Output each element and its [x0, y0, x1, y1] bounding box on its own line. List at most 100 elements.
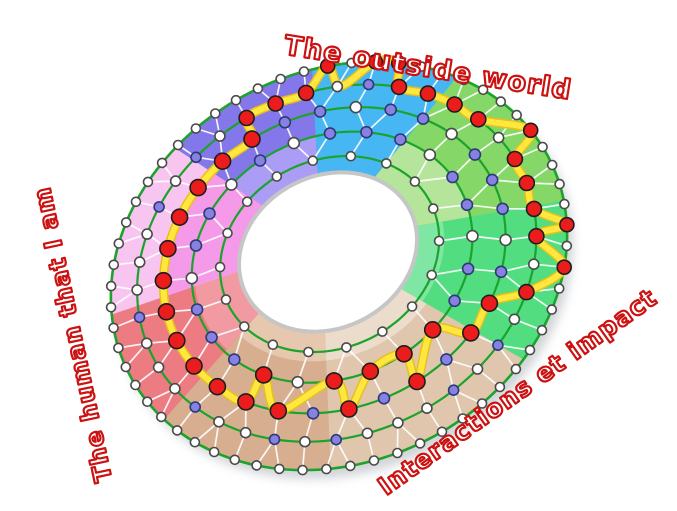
- node-white[interactable]: [406, 301, 418, 312]
- node-white[interactable]: [392, 447, 403, 459]
- node-purple[interactable]: [203, 207, 216, 220]
- node-white[interactable]: [437, 66, 449, 78]
- node-white[interactable]: [458, 74, 470, 86]
- path-node-red[interactable]: [518, 174, 536, 192]
- node-white[interactable]: [349, 100, 363, 114]
- node-white[interactable]: [213, 415, 225, 428]
- node-white[interactable]: [457, 413, 469, 424]
- node-white[interactable]: [416, 61, 427, 72]
- node-white[interactable]: [229, 454, 241, 466]
- node-white[interactable]: [141, 228, 153, 240]
- node-white[interactable]: [251, 460, 262, 471]
- node-white[interactable]: [267, 339, 279, 351]
- node-purple[interactable]: [461, 262, 475, 276]
- node-white[interactable]: [230, 94, 242, 106]
- node-white[interactable]: [377, 326, 388, 337]
- path-node-red[interactable]: [154, 271, 173, 290]
- node-white[interactable]: [130, 196, 142, 208]
- node-white[interactable]: [239, 426, 252, 439]
- node-purple[interactable]: [190, 151, 202, 164]
- node-white[interactable]: [105, 301, 117, 313]
- path-node-red[interactable]: [238, 109, 255, 127]
- node-white[interactable]: [131, 284, 143, 296]
- path-node-red[interactable]: [469, 111, 487, 128]
- node-white[interactable]: [307, 155, 319, 166]
- node-white[interactable]: [297, 464, 308, 476]
- node-white[interactable]: [445, 127, 458, 141]
- node-white[interactable]: [169, 175, 182, 187]
- node-white[interactable]: [222, 227, 233, 239]
- node-white[interactable]: [220, 294, 232, 305]
- node-white[interactable]: [508, 313, 521, 326]
- node-white[interactable]: [113, 238, 125, 249]
- node-white[interactable]: [214, 130, 226, 142]
- node-purple[interactable]: [153, 201, 165, 213]
- node-white[interactable]: [331, 80, 344, 93]
- path-node-red[interactable]: [319, 58, 336, 74]
- node-white[interactable]: [225, 178, 238, 191]
- node-white[interactable]: [346, 57, 357, 69]
- node-purple[interactable]: [133, 311, 146, 324]
- node-purple[interactable]: [485, 173, 499, 187]
- path-node-red[interactable]: [446, 96, 463, 113]
- node-white[interactable]: [492, 131, 505, 144]
- node-purple[interactable]: [205, 330, 218, 344]
- node-white[interactable]: [142, 396, 153, 408]
- node-white[interactable]: [152, 361, 165, 374]
- node-purple[interactable]: [447, 384, 460, 397]
- path-node-red[interactable]: [528, 227, 545, 245]
- path-node-red[interactable]: [361, 362, 380, 381]
- node-white[interactable]: [524, 344, 536, 356]
- node-white[interactable]: [298, 66, 310, 77]
- node-purple[interactable]: [468, 148, 482, 161]
- node-purple[interactable]: [306, 406, 320, 420]
- node-white[interactable]: [414, 438, 426, 449]
- node-purple[interactable]: [448, 294, 461, 308]
- path-node-red[interactable]: [208, 377, 227, 396]
- path-node-red[interactable]: [480, 294, 499, 313]
- node-purple[interactable]: [190, 303, 204, 316]
- node-purple[interactable]: [362, 78, 375, 91]
- node-purple[interactable]: [228, 353, 241, 366]
- node-white[interactable]: [409, 176, 421, 187]
- node-white[interactable]: [156, 157, 168, 169]
- node-white[interactable]: [537, 141, 548, 153]
- node-purple[interactable]: [377, 391, 391, 405]
- node-white[interactable]: [510, 363, 522, 375]
- node-purple[interactable]: [394, 133, 407, 146]
- path-node-red[interactable]: [243, 130, 261, 148]
- node-white[interactable]: [341, 342, 352, 353]
- node-white[interactable]: [120, 361, 132, 373]
- path-node-red[interactable]: [506, 150, 524, 168]
- node-white[interactable]: [108, 322, 119, 334]
- node-white[interactable]: [287, 136, 301, 150]
- node-white[interactable]: [142, 176, 154, 188]
- node-purple[interactable]: [189, 401, 201, 413]
- path-node-red[interactable]: [340, 400, 358, 418]
- path-node-red[interactable]: [559, 216, 575, 233]
- node-white[interactable]: [477, 84, 489, 96]
- node-white[interactable]: [421, 402, 433, 415]
- node-purple[interactable]: [268, 433, 281, 446]
- node-purple[interactable]: [416, 112, 430, 125]
- node-white[interactable]: [156, 411, 167, 423]
- path-node-red[interactable]: [408, 372, 426, 391]
- node-white[interactable]: [241, 196, 253, 207]
- node-white[interactable]: [361, 427, 374, 440]
- path-node-red[interactable]: [168, 331, 186, 350]
- node-purple[interactable]: [360, 125, 373, 139]
- node-white[interactable]: [436, 426, 448, 438]
- node-white[interactable]: [546, 304, 558, 315]
- path-node-red[interactable]: [461, 324, 480, 342]
- node-white[interactable]: [189, 436, 201, 448]
- node-white[interactable]: [511, 109, 523, 121]
- path-node-red[interactable]: [297, 84, 315, 102]
- node-white[interactable]: [208, 446, 220, 458]
- node-white[interactable]: [466, 229, 479, 243]
- path-node-red[interactable]: [367, 54, 384, 70]
- path-node-red[interactable]: [213, 152, 232, 170]
- node-white[interactable]: [427, 203, 439, 214]
- node-purple[interactable]: [496, 202, 509, 216]
- path-node-red[interactable]: [269, 402, 288, 420]
- node-purple[interactable]: [492, 339, 504, 352]
